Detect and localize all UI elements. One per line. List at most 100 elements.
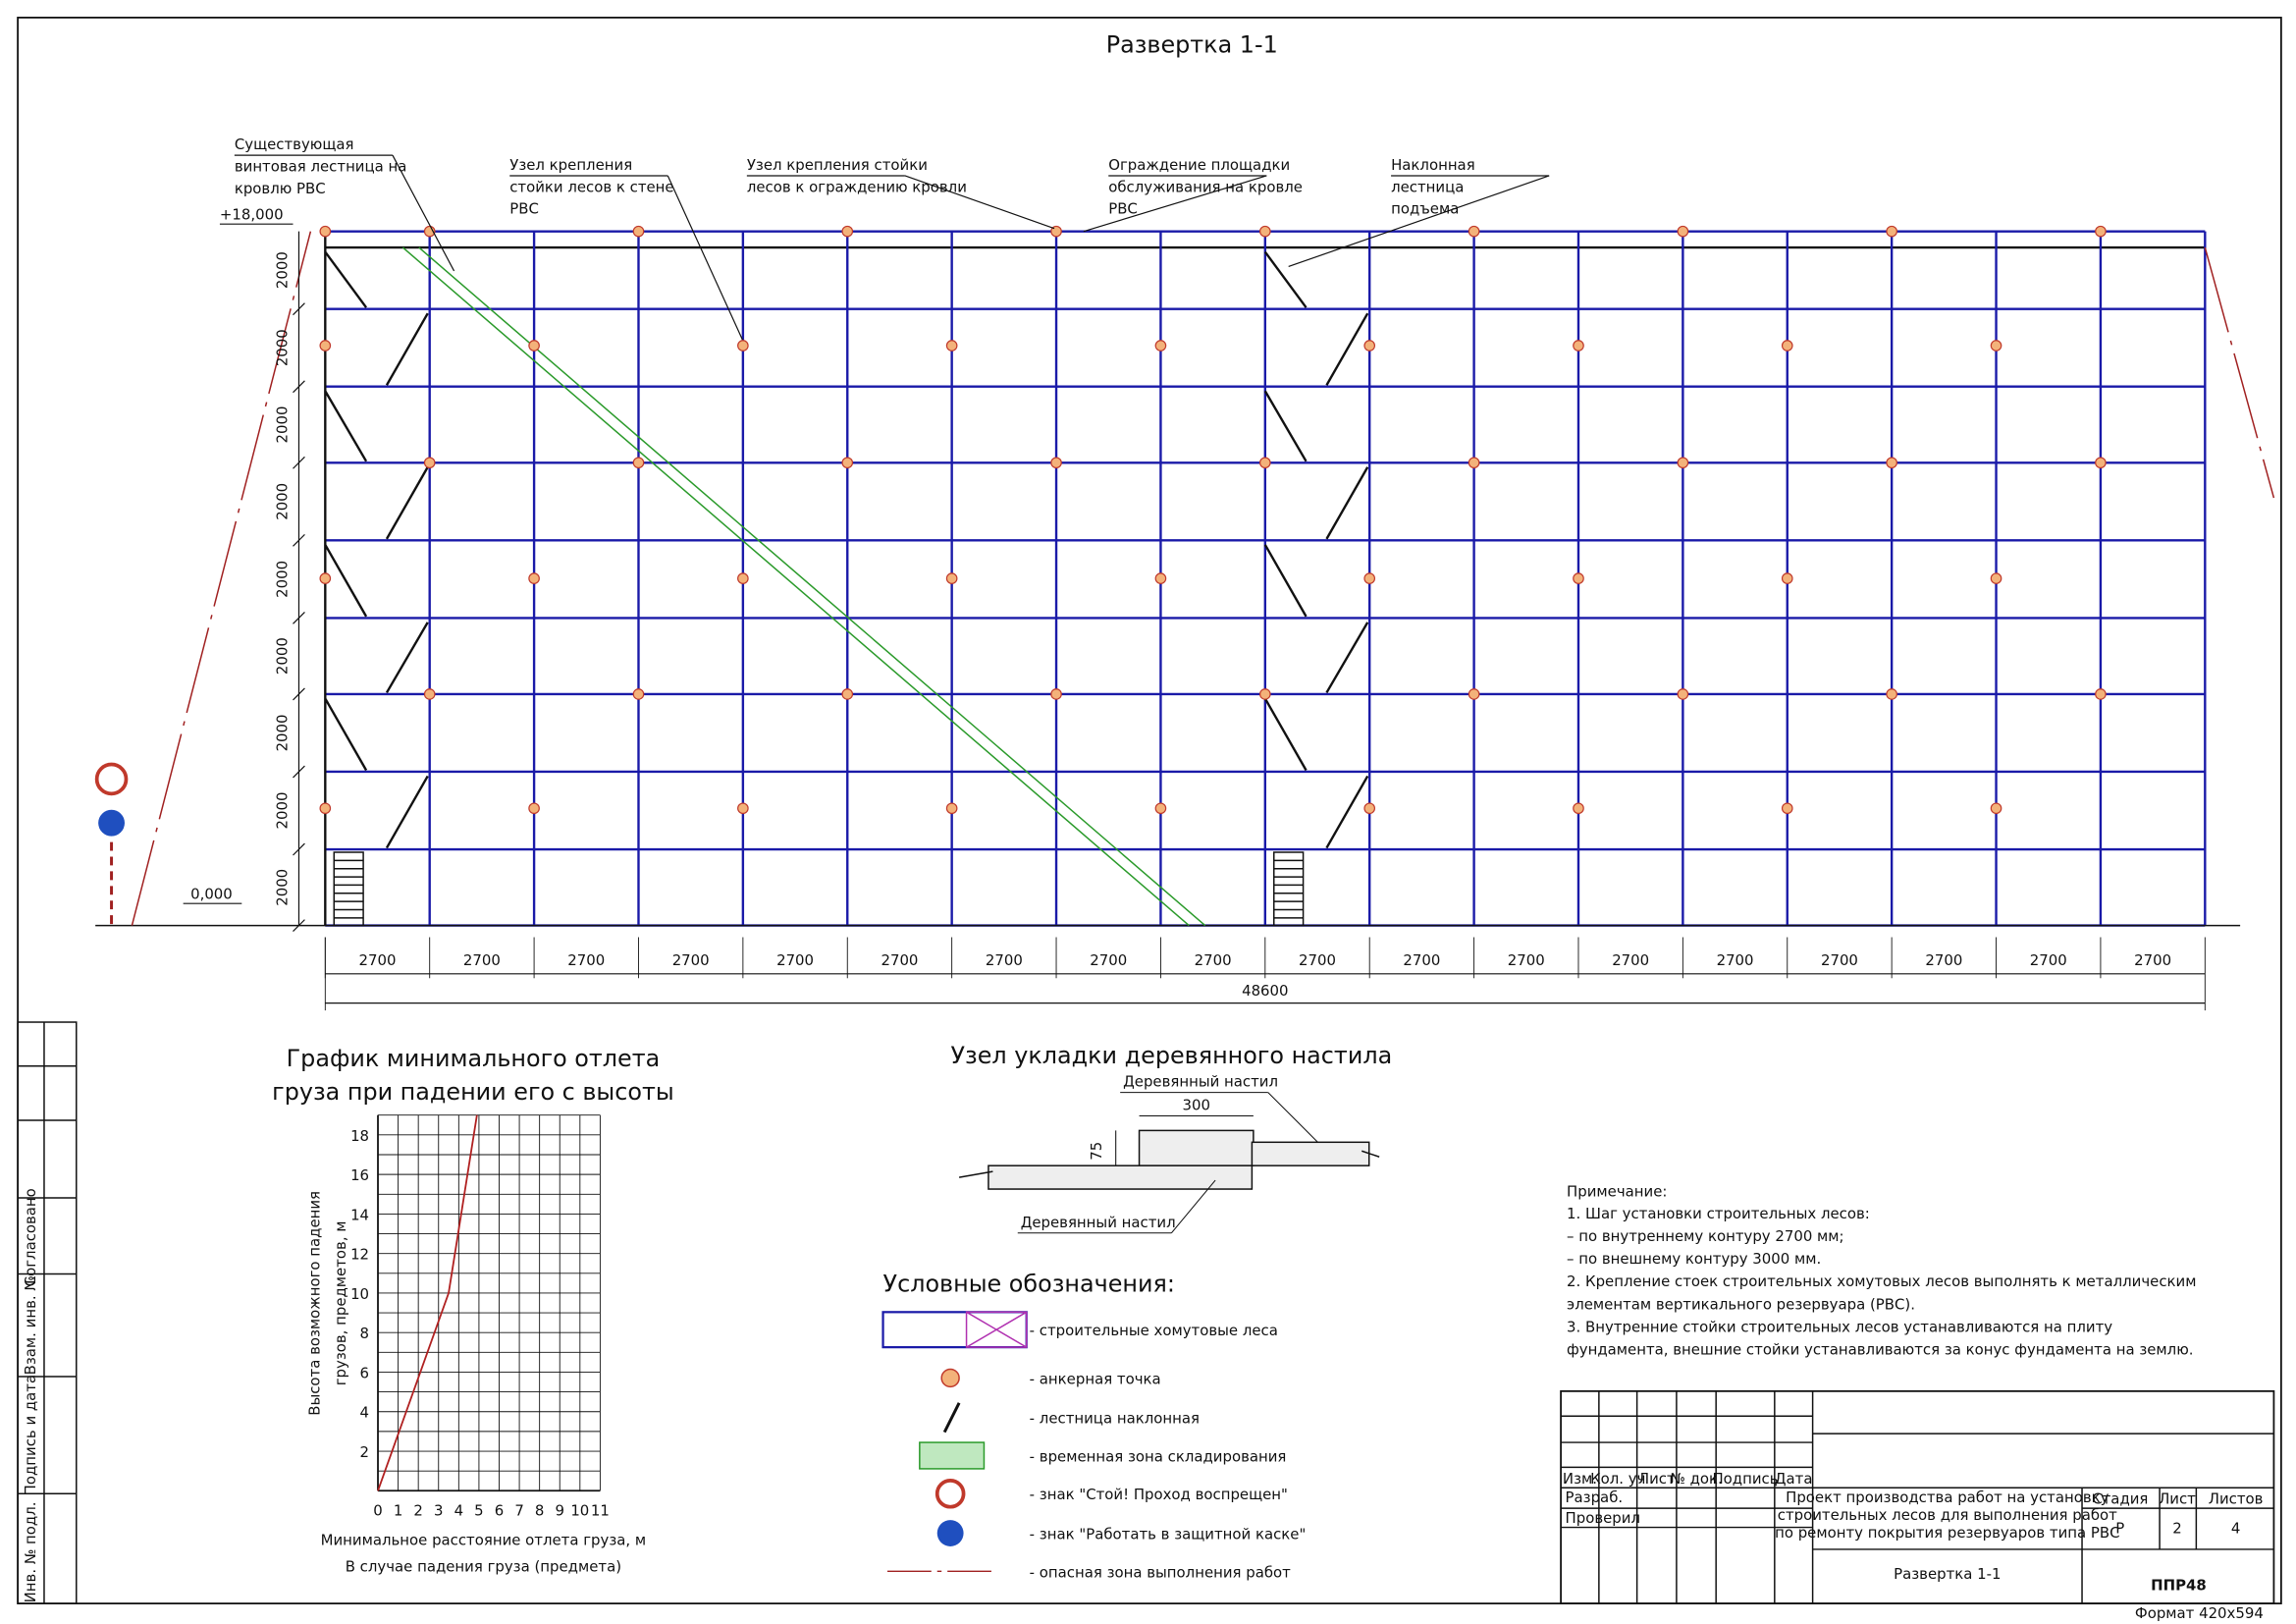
- callout-text: стойки лесов к стене: [509, 178, 673, 195]
- bay-width: 2700: [1508, 951, 1545, 969]
- danger-zone: [131, 231, 312, 926]
- node-dim: 300: [1182, 1097, 1209, 1114]
- deck-slab: [1251, 1141, 1370, 1166]
- bay-width: 2700: [463, 951, 501, 969]
- legend-item: - знак "Работать в защитной каске": [1030, 1525, 1307, 1543]
- anchor-point: [1573, 572, 1584, 584]
- anchor-point: [1363, 340, 1376, 352]
- row-height: 2000: [274, 406, 292, 444]
- anchor-point: [1677, 688, 1689, 700]
- deck-board: [1138, 1129, 1255, 1166]
- anchor-point: [841, 688, 854, 700]
- deck-slab: [988, 1164, 1254, 1190]
- graph-x-label: В случае падения груза (предмета): [346, 1557, 621, 1575]
- graph-title: График минимального отлета: [287, 1045, 661, 1072]
- danger-zone: [2204, 246, 2275, 499]
- callout-text: РВС: [1108, 200, 1138, 218]
- stair: [1325, 775, 1369, 849]
- tb-sheet-header: Листов: [2209, 1490, 2264, 1508]
- anchor-point: [1154, 802, 1167, 815]
- anchor-point: [1363, 802, 1376, 815]
- y-tick-label: 8: [360, 1325, 369, 1342]
- row-height: 2000: [274, 792, 292, 830]
- note-line: – по внутреннему контуру 2700 мм;: [1567, 1227, 1844, 1245]
- anchor-point: [2095, 688, 2107, 700]
- stair: [324, 697, 368, 772]
- leader: [1083, 175, 1267, 233]
- note-line: – по внешнему контуру 3000 мм.: [1567, 1250, 1821, 1268]
- x-tick-label: 3: [434, 1502, 443, 1520]
- storage-zone: [418, 246, 1206, 927]
- break-line: [958, 1170, 993, 1178]
- anchor-point: [1258, 225, 1271, 238]
- callout-text: лестница: [1391, 178, 1464, 195]
- tb-project: Проект производства работ на установку: [1786, 1489, 2109, 1506]
- y-tick-label: 18: [350, 1127, 369, 1145]
- callout-text: Узел крепления стойки: [747, 156, 928, 174]
- title-block: [1560, 1389, 2275, 1605]
- anchor-point: [1886, 688, 1897, 700]
- anchor-point: [319, 225, 332, 238]
- note-line: элементам вертикального резервуара (РВС)…: [1567, 1295, 1915, 1313]
- legend-item: - временная зона складирования: [1030, 1447, 1287, 1465]
- stair: [385, 312, 429, 386]
- storage-zone: [401, 246, 1190, 927]
- legend-item: - опасная зона выполнения работ: [1030, 1563, 1291, 1581]
- callout-text: Ограждение площадки: [1108, 156, 1290, 174]
- anchor-point: [528, 572, 540, 584]
- legend-item: - лестница наклонная: [1030, 1410, 1200, 1428]
- dim-tick: [293, 842, 305, 856]
- anchor-point: [1886, 457, 1897, 469]
- anchor-point: [1990, 340, 2002, 352]
- stair: [1325, 312, 1369, 386]
- stair: [1263, 697, 1308, 772]
- legend-item: - анкерная точка: [1030, 1370, 1161, 1387]
- anchor-point: [319, 572, 332, 584]
- ladder: [333, 851, 364, 927]
- note-line: 2. Крепление стоек строительных хомутовы…: [1567, 1272, 2196, 1290]
- node-dim: 75: [1088, 1142, 1105, 1161]
- y-tick-label: 16: [350, 1166, 369, 1184]
- graph-y-label: грузов, предметов, м: [332, 1220, 349, 1385]
- graph-y-label: Высота возможного падения: [305, 1191, 323, 1416]
- legend-storage: [919, 1441, 986, 1470]
- format-label: Формат 420х594: [2135, 1604, 2264, 1622]
- callout-text: Узел крепления: [509, 156, 632, 174]
- tb-sheet-value: Р: [2115, 1520, 2124, 1538]
- bay-width: 2700: [986, 951, 1023, 969]
- stamp-text: Взам. инв. №: [22, 1275, 39, 1375]
- stair: [324, 250, 368, 308]
- anchor-point: [1677, 457, 1689, 469]
- stamp-frame: [17, 1021, 78, 1604]
- bay-width: 2700: [1821, 951, 1858, 969]
- tb-sheet-value: 4: [2231, 1520, 2240, 1538]
- x-tick-label: 11: [591, 1502, 610, 1520]
- leader: [392, 154, 455, 272]
- anchor-point: [1258, 688, 1271, 700]
- tb-header: Подпись: [1712, 1470, 1778, 1488]
- anchor-point: [945, 572, 958, 584]
- node-title: Узел укладки деревянного настила: [951, 1042, 1393, 1069]
- dim-tick: [293, 456, 305, 469]
- tb-project: по ремонту покрытия резервуаров типа РВС: [1775, 1524, 2119, 1542]
- stair: [385, 622, 429, 694]
- legend-anchor: [940, 1368, 960, 1388]
- tb-project: строительных лесов для выполнения работ: [1778, 1506, 2117, 1524]
- legend-scaffold: [966, 1311, 1028, 1348]
- bay-width: 2700: [2030, 951, 2067, 969]
- x-tick-label: 10: [570, 1502, 589, 1520]
- x-tick-label: 9: [555, 1502, 563, 1520]
- anchor-point: [1781, 802, 1793, 815]
- bay-width: 2700: [776, 951, 814, 969]
- anchor-point: [1050, 688, 1062, 700]
- anchor-point: [945, 340, 958, 352]
- leader: [904, 175, 1055, 230]
- leader: [667, 175, 743, 341]
- anchor-point: [737, 802, 749, 815]
- x-tick-label: 7: [514, 1502, 523, 1520]
- callout-text: Существующая: [235, 135, 354, 153]
- legend-stop: [934, 1478, 966, 1509]
- anchor-point: [1468, 225, 1480, 238]
- sign-helmet: [98, 809, 125, 837]
- stair: [1325, 622, 1369, 694]
